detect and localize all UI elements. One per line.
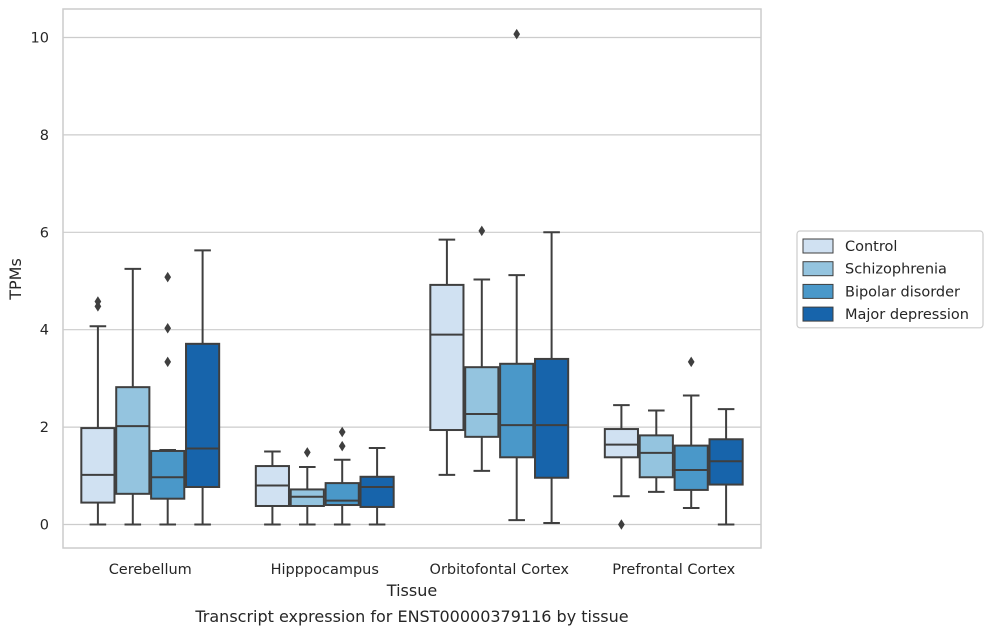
legend-label-2: Bipolar disorder bbox=[845, 284, 960, 300]
box-iqr bbox=[534, 357, 570, 479]
outlier-point bbox=[164, 322, 172, 334]
outlier-point bbox=[513, 28, 521, 40]
box-major-depression-2 bbox=[534, 231, 570, 525]
plot-area bbox=[80, 28, 744, 530]
gridlines bbox=[63, 36, 761, 526]
box-iqr bbox=[324, 482, 360, 507]
box-bipolar-disorder-2 bbox=[499, 28, 535, 522]
box-major-depression-0 bbox=[185, 249, 221, 526]
legend-swatch-2 bbox=[802, 283, 834, 299]
box-control-3 bbox=[603, 404, 639, 530]
box-schizophrenia-2 bbox=[464, 225, 500, 472]
box-control-0 bbox=[80, 296, 116, 526]
outlier-point bbox=[303, 447, 311, 458]
outlier-point bbox=[338, 426, 346, 438]
outlier-point bbox=[687, 356, 695, 368]
box-schizophrenia-3 bbox=[638, 409, 674, 493]
box-iqr bbox=[115, 386, 151, 495]
box-iqr bbox=[499, 362, 535, 459]
x-tick-label-0: Cerebellum bbox=[109, 562, 192, 578]
outlier-point bbox=[338, 440, 346, 452]
y-tick-label-10: 10 bbox=[31, 31, 49, 47]
box-major-depression-1 bbox=[359, 447, 395, 526]
outlier-point bbox=[94, 296, 102, 307]
x-tick-label-1: Hipppocampus bbox=[271, 562, 379, 578]
outlier-point bbox=[164, 271, 172, 283]
box-iqr bbox=[185, 342, 221, 489]
y-tick-label-6: 6 bbox=[40, 225, 49, 241]
legend-frame bbox=[796, 230, 984, 329]
box-bipolar-disorder-0 bbox=[150, 271, 186, 526]
legend: Control Schizophrenia Bipolar disorder Majo… bbox=[796, 230, 984, 329]
x-axis-label: Tissue bbox=[386, 581, 437, 600]
legend-label-1: Schizophrenia bbox=[845, 262, 947, 278]
y-tick-label-8: 8 bbox=[40, 128, 49, 144]
box-iqr bbox=[603, 428, 639, 459]
box-iqr bbox=[464, 366, 500, 438]
box-bipolar-disorder-1 bbox=[324, 426, 360, 526]
box-iqr bbox=[150, 449, 186, 500]
outlier-point bbox=[478, 225, 486, 237]
x-tick-label-2: Orbitofontal Cortex bbox=[430, 562, 570, 578]
plot-border bbox=[62, 8, 762, 549]
legend-swatch-3 bbox=[802, 306, 834, 322]
box-bipolar-disorder-3 bbox=[673, 356, 709, 509]
legend-swatch-1 bbox=[802, 261, 834, 277]
outlier-point bbox=[164, 356, 172, 368]
legend-label-3: Major depression bbox=[845, 307, 969, 323]
plot-frame bbox=[62, 8, 762, 549]
box-iqr bbox=[429, 283, 465, 432]
box-major-depression-3 bbox=[708, 408, 744, 526]
y-axis-ticks: 0 2 4 6 8 10 bbox=[31, 31, 49, 534]
legend-swatch-0 bbox=[802, 238, 834, 254]
box-control-1 bbox=[254, 450, 290, 526]
box-schizophrenia-0 bbox=[115, 267, 151, 526]
x-tick-label-3: Prefrontal Cortex bbox=[612, 562, 735, 578]
box-iqr bbox=[80, 427, 116, 504]
chart-caption: Transcript expression for ENST0000037911… bbox=[194, 607, 628, 626]
y-axis-label: TPMs bbox=[6, 258, 25, 301]
outlier-point bbox=[618, 519, 625, 530]
y-tick-label-2: 2 bbox=[40, 420, 49, 436]
y-tick-label-4: 4 bbox=[40, 323, 49, 339]
box-control-2 bbox=[429, 238, 465, 476]
box-iqr bbox=[359, 475, 395, 508]
box-iqr bbox=[673, 444, 709, 491]
legend-label-0: Control bbox=[845, 239, 897, 255]
x-axis-ticks: Cerebellum Hipppocampus Orbitofontal Corte… bbox=[109, 562, 736, 578]
y-tick-label-0: 0 bbox=[40, 518, 49, 534]
box-iqr bbox=[638, 434, 674, 479]
box-schizophrenia-1 bbox=[289, 447, 325, 526]
